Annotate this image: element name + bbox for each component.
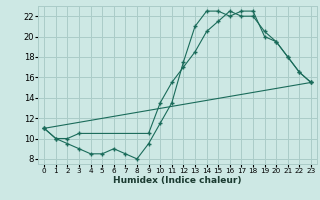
X-axis label: Humidex (Indice chaleur): Humidex (Indice chaleur) [113,176,242,185]
